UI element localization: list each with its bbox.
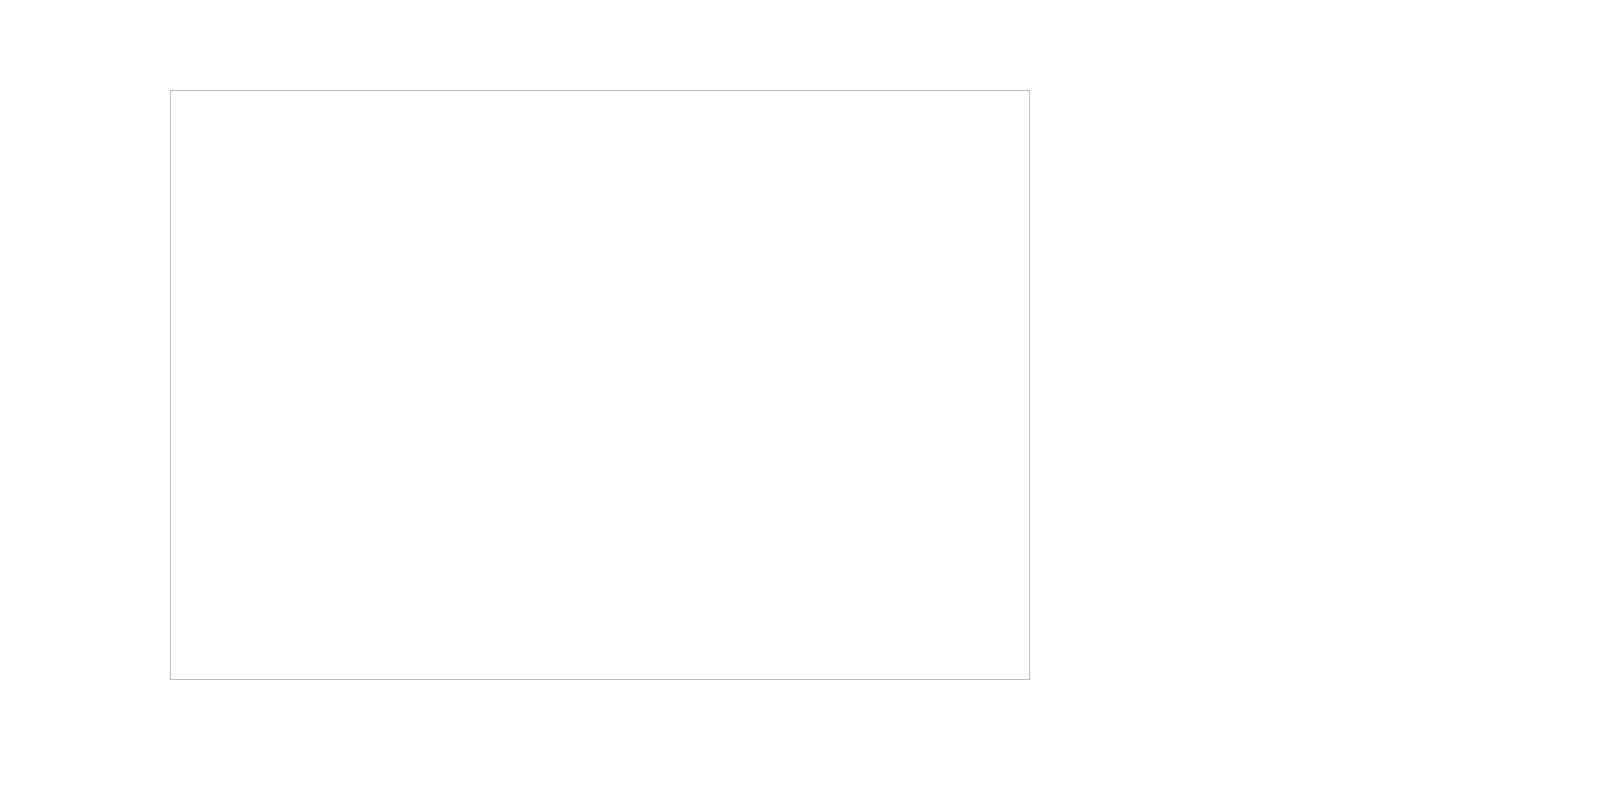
test-conditions [1120, 220, 1560, 226]
chart-container [60, 80, 1060, 780]
plot-area [170, 90, 1030, 680]
plot-svg [171, 91, 1029, 679]
